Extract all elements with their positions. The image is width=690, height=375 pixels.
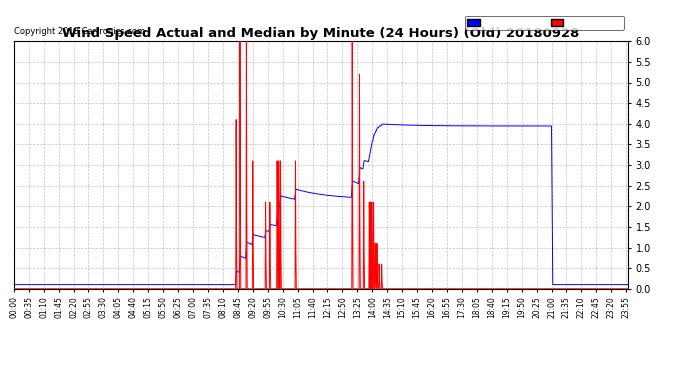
- Text: Copyright 2018 Cartronics.com: Copyright 2018 Cartronics.com: [14, 27, 145, 36]
- Legend: Median (mph), Wind (mph): Median (mph), Wind (mph): [465, 16, 624, 30]
- Title: Wind Speed Actual and Median by Minute (24 Hours) (Old) 20180928: Wind Speed Actual and Median by Minute (…: [62, 27, 580, 40]
